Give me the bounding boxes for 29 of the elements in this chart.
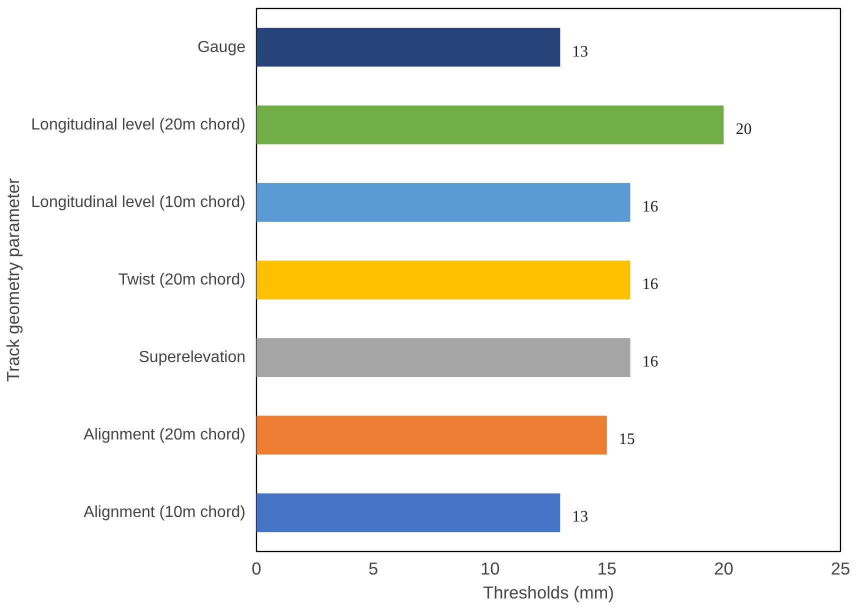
data-label: 13 <box>572 43 588 60</box>
data-label: 13 <box>572 508 588 526</box>
data-label: 16 <box>642 276 658 293</box>
data-label: 15 <box>618 431 635 448</box>
y-tick-label: Longitudinal level (20m chord) <box>31 116 246 134</box>
bar <box>256 183 630 222</box>
bar <box>256 260 630 300</box>
data-label: 16 <box>642 198 658 216</box>
data-label: 20 <box>736 120 752 138</box>
y-tick-label: Longitudinal level (10m chord) <box>31 194 246 211</box>
x-tick-label: 20 <box>714 558 734 578</box>
bar <box>256 416 607 455</box>
bar <box>256 105 724 144</box>
x-tick-label: 15 <box>597 558 617 578</box>
y-tick-label: Alignment (10m chord) <box>84 504 246 522</box>
data-label: 16 <box>642 354 658 371</box>
bar <box>256 338 630 377</box>
y-tick-label: Gauge <box>197 38 246 56</box>
y-tick-label: Twist (20m chord) <box>118 272 246 288</box>
y-axis-title: Track geometry parameter <box>3 178 24 382</box>
y-tick-label: Superelevation <box>138 349 246 366</box>
bar <box>256 28 560 67</box>
x-tick-label: 25 <box>830 558 850 578</box>
x-tick-label: 0 <box>252 558 262 578</box>
y-tick-label: Alignment (20m chord) <box>84 426 246 444</box>
bar <box>256 493 560 532</box>
x-tick-label: 10 <box>480 558 500 578</box>
x-tick-label: 5 <box>368 558 378 578</box>
x-axis-title: Thresholds (mm) <box>483 582 614 602</box>
